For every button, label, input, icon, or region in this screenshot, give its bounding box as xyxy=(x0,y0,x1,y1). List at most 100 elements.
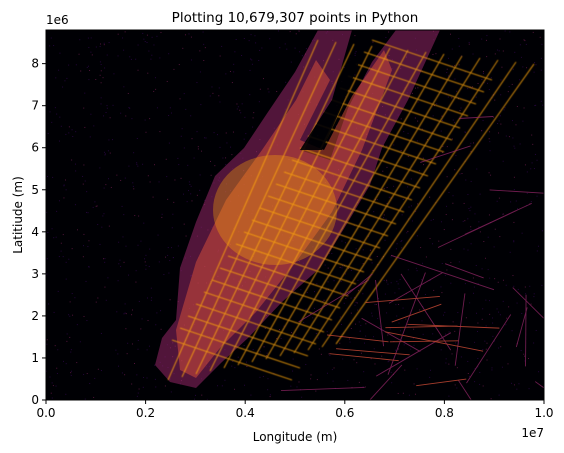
noise-dot xyxy=(385,37,387,39)
noise-dot xyxy=(213,132,215,134)
noise-dot xyxy=(524,286,526,288)
noise-dot xyxy=(99,243,101,245)
noise-dot xyxy=(100,332,102,334)
noise-dot xyxy=(46,343,48,345)
noise-dot xyxy=(452,202,454,204)
noise-dot xyxy=(407,269,409,271)
noise-dot xyxy=(523,107,525,109)
noise-dot xyxy=(373,336,375,338)
y-axis: 0 1 2 3 4 5 6 7 8 xyxy=(31,57,46,407)
street-line xyxy=(203,291,325,333)
noise-dot xyxy=(313,291,315,293)
noise-dot xyxy=(145,254,147,256)
noise-dot xyxy=(199,71,201,73)
noise-dot xyxy=(533,71,535,73)
noise-dot xyxy=(93,125,95,127)
noise-dot xyxy=(429,238,431,240)
noise-dot xyxy=(335,125,337,127)
noise-dot xyxy=(83,373,85,375)
noise-dot xyxy=(448,75,450,77)
noise-dot xyxy=(479,231,481,233)
noise-dot xyxy=(403,131,405,133)
noise-dot xyxy=(445,358,447,360)
noise-dot xyxy=(252,349,254,351)
noise-dot xyxy=(511,330,513,332)
noise-dot xyxy=(460,107,462,109)
noise-dot xyxy=(136,162,138,164)
noise-dot xyxy=(455,155,457,157)
noise-dot xyxy=(450,33,452,35)
noise-dot xyxy=(70,372,72,374)
noise-dot xyxy=(187,164,189,166)
noise-dot xyxy=(62,86,64,88)
noise-dot xyxy=(481,38,483,40)
noise-dot xyxy=(407,186,409,188)
noise-dot xyxy=(474,341,476,343)
noise-dot xyxy=(312,317,314,319)
y-tick-label: 5 xyxy=(31,183,39,197)
noise-dot xyxy=(341,323,343,325)
noise-dot xyxy=(462,220,464,222)
noise-dot xyxy=(526,192,528,194)
noise-dot xyxy=(86,66,88,68)
noise-dot xyxy=(131,383,133,385)
noise-dot xyxy=(116,174,118,176)
noise-dot xyxy=(93,396,95,398)
noise-dot xyxy=(245,361,247,363)
noise-dot xyxy=(388,360,390,362)
noise-dot xyxy=(59,52,61,54)
noise-dot xyxy=(153,90,155,92)
noise-dot xyxy=(69,336,71,338)
noise-dot xyxy=(520,56,522,58)
noise-dot xyxy=(108,139,110,141)
noise-dot xyxy=(325,289,327,291)
noise-dot xyxy=(55,385,57,387)
noise-dot xyxy=(143,222,145,224)
noise-dot xyxy=(522,120,524,122)
noise-dot xyxy=(454,65,456,67)
noise-dot xyxy=(333,367,335,369)
street-line xyxy=(243,231,365,273)
noise-dot xyxy=(241,54,243,56)
noise-dot xyxy=(128,274,130,276)
noise-dot xyxy=(204,199,206,201)
street-line xyxy=(299,147,421,189)
noise-dot xyxy=(155,386,157,388)
noise-dot xyxy=(407,218,409,220)
noise-dot xyxy=(214,165,216,167)
noise-dot xyxy=(411,220,413,222)
noise-dot xyxy=(112,104,114,106)
noise-dot xyxy=(400,330,402,332)
outer-street xyxy=(458,380,472,400)
noise-dot xyxy=(399,278,401,280)
noise-dot xyxy=(512,137,514,139)
noise-dot xyxy=(493,340,495,342)
noise-dot xyxy=(440,130,442,132)
noise-dot xyxy=(267,378,269,380)
noise-dot xyxy=(75,131,77,133)
noise-dot xyxy=(197,148,199,150)
noise-dot xyxy=(46,175,48,177)
noise-dot xyxy=(482,72,484,74)
noise-dot xyxy=(82,256,84,258)
noise-dot xyxy=(241,103,243,105)
noise-dot xyxy=(440,286,442,288)
noise-dot xyxy=(376,256,378,258)
noise-dot xyxy=(142,163,144,165)
noise-dot xyxy=(167,198,169,200)
noise-dot xyxy=(140,240,142,242)
noise-dot xyxy=(84,92,86,94)
noise-dot xyxy=(74,297,76,299)
noise-dot xyxy=(137,392,139,394)
noise-dot xyxy=(479,371,481,373)
noise-dot xyxy=(372,269,374,271)
noise-dot xyxy=(54,107,56,109)
noise-dot xyxy=(88,79,90,81)
noise-dot xyxy=(339,316,341,318)
noise-dot xyxy=(70,374,72,376)
noise-dot xyxy=(397,392,399,394)
noise-dot xyxy=(348,338,350,340)
noise-dot xyxy=(456,387,458,389)
noise-dot xyxy=(432,53,434,55)
noise-dot xyxy=(204,47,206,49)
